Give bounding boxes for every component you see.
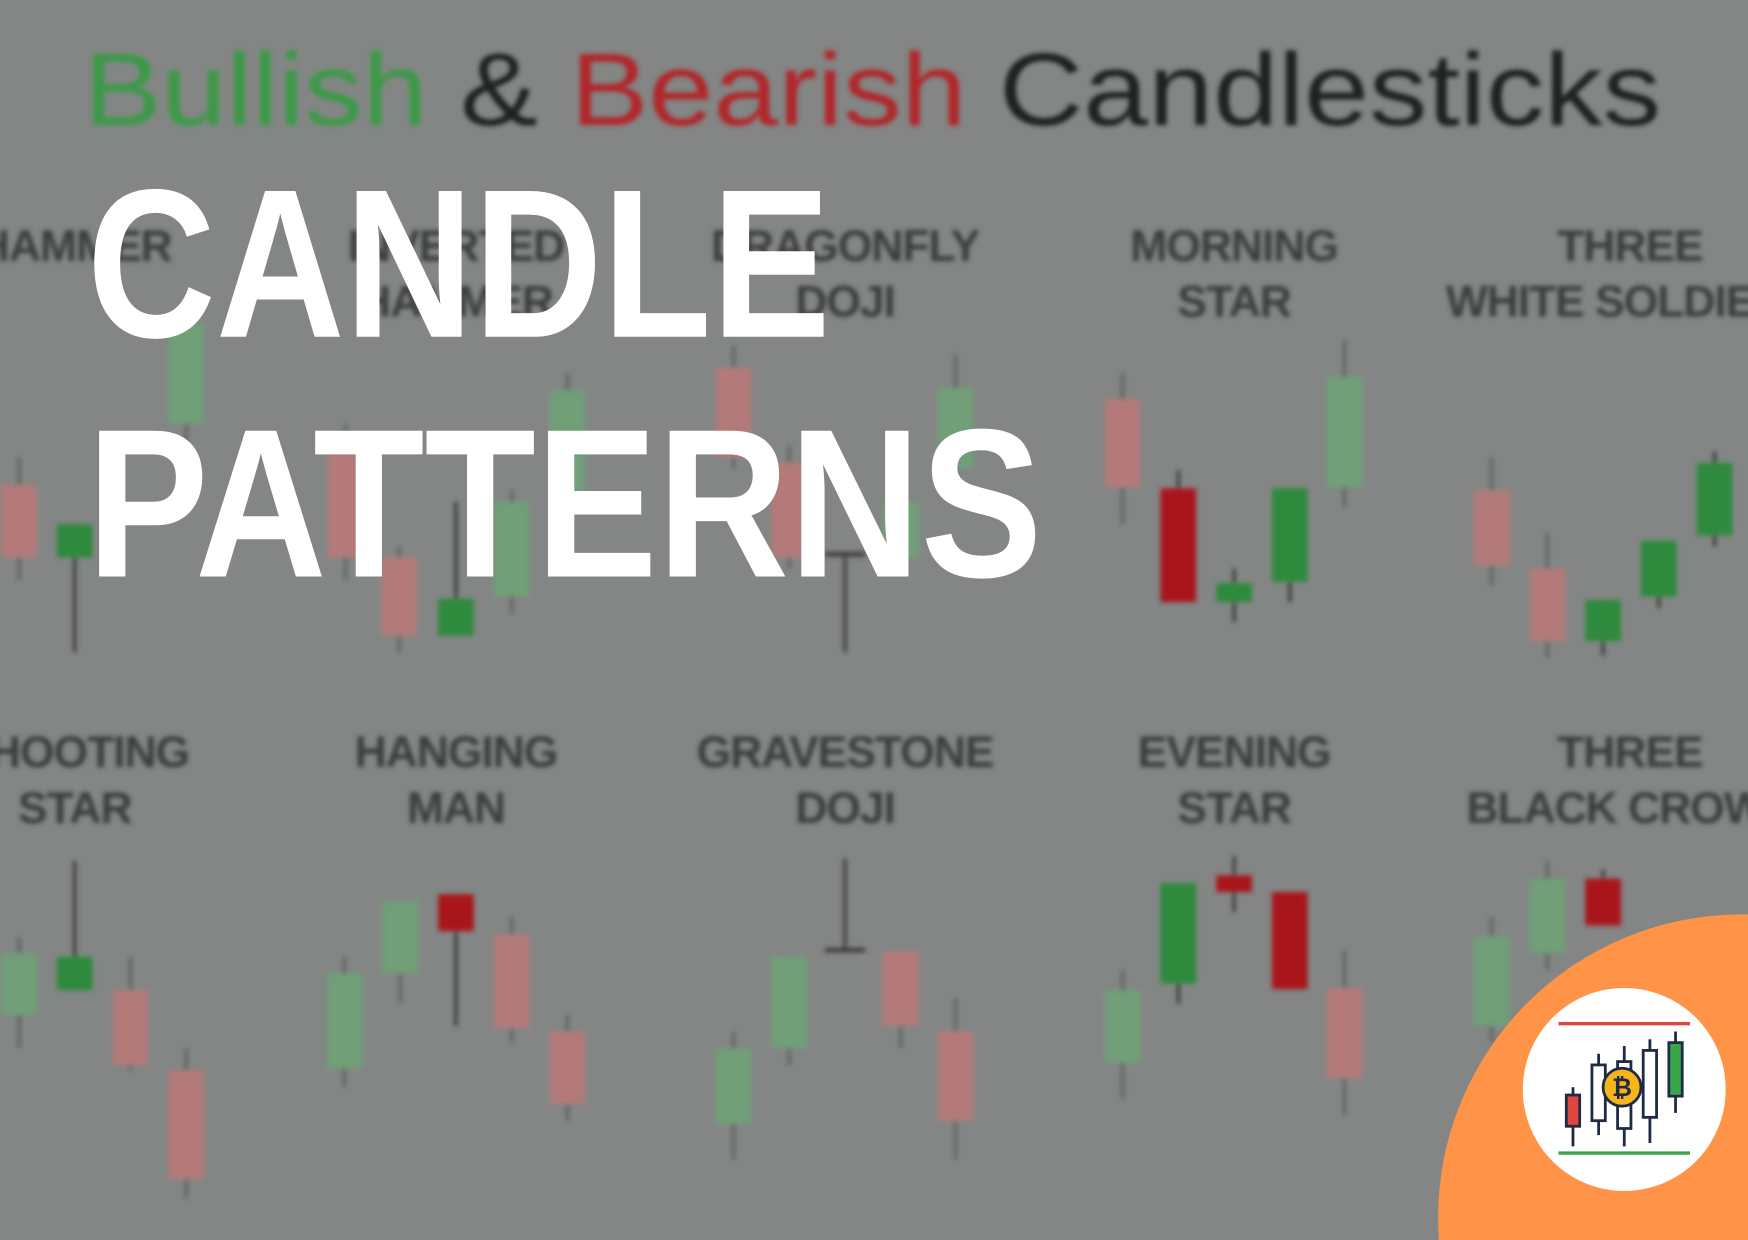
- pattern-label: EVENING: [1138, 728, 1331, 777]
- candle-body: [1, 953, 37, 1015]
- candle-body: [715, 1048, 752, 1125]
- pattern-label: STAR: [1177, 278, 1291, 327]
- header-candlesticks: Candlesticks: [999, 32, 1661, 147]
- candle-body: [326, 973, 363, 1069]
- candle-body: [1640, 540, 1677, 597]
- candle-body: [1696, 462, 1733, 536]
- pattern-label: INVERTED: [348, 222, 564, 271]
- pattern-label: GRAVESTONE: [697, 728, 994, 777]
- candle-body: [493, 501, 530, 597]
- candle-body: [882, 951, 919, 1026]
- candle-body: [1104, 399, 1141, 488]
- candle-body: [168, 1070, 205, 1179]
- pattern-label: DOJI: [795, 784, 895, 833]
- candle-body: [1216, 583, 1252, 603]
- pattern-label: THREE: [1557, 222, 1702, 271]
- overlay-line: PATTERNS: [87, 384, 1042, 621]
- logo-badge: ₿: [1438, 914, 1748, 1240]
- header-title: Bullish & Bearish Candlesticks: [84, 32, 1661, 147]
- candle-body: [1585, 878, 1621, 926]
- pattern-label: BLACK CROWS: [1466, 784, 1748, 833]
- candles: [1, 312, 1733, 1199]
- overlay-line: CANDLE: [87, 145, 831, 382]
- candle-body: [1216, 875, 1252, 893]
- pattern-label: STAR: [18, 784, 132, 833]
- candle-body: [771, 462, 808, 558]
- pattern-label: STAR: [1177, 784, 1291, 833]
- candle-body: [1326, 376, 1363, 488]
- candle-body: [56, 524, 93, 558]
- candle-body: [381, 557, 417, 636]
- candle-body: [715, 367, 752, 458]
- candle-body: [493, 934, 530, 1029]
- pattern-label: SHOOTING: [0, 728, 189, 777]
- candle-body: [438, 598, 474, 636]
- pattern-label: DOJI: [795, 278, 895, 327]
- pattern-label: DRAGONFLY: [711, 222, 981, 271]
- candle-body: [382, 901, 419, 974]
- header-amp: &: [460, 32, 538, 147]
- candle-body: [1473, 490, 1510, 566]
- candle-body: [112, 990, 149, 1065]
- candle-body: [1160, 488, 1197, 603]
- candle-body: [1271, 488, 1308, 583]
- candle-body: [56, 956, 93, 991]
- pattern-label: MAN: [407, 784, 505, 833]
- candle-body: [1473, 936, 1510, 1026]
- logo-bitcoin-symbol: ₿: [1612, 1075, 1632, 1102]
- pattern-label: THREE: [1557, 728, 1702, 777]
- pattern-labels: HAMMER INVERTED HAMMER DRAGONFLY DOJI MORNING…: [0, 222, 1748, 833]
- candle-body: [549, 1031, 586, 1104]
- candle-body: [438, 894, 474, 932]
- candle-body: [549, 390, 586, 500]
- candle-body: [937, 388, 974, 469]
- pattern-label: HANGING: [355, 728, 558, 777]
- header-bullish: Bullish: [84, 32, 428, 147]
- logo-candles: [1564, 1031, 1684, 1147]
- header-bearish: Bearish: [570, 32, 966, 147]
- candle-body: [1, 485, 37, 558]
- candle-body: [771, 956, 808, 1049]
- candle-body: [1529, 568, 1566, 642]
- candle-body: [1529, 878, 1566, 954]
- candle-body: [1271, 892, 1308, 990]
- pattern-label: HAMMER: [359, 278, 554, 327]
- candle-body: [824, 551, 866, 557]
- candle-body: [1104, 990, 1141, 1063]
- candle-body: [937, 1031, 974, 1121]
- pattern-label: WHITE SOLDIERS: [1446, 278, 1748, 327]
- candle-body: [327, 446, 364, 558]
- pattern-label: MORNING: [1130, 222, 1338, 271]
- candle-body: [1326, 987, 1363, 1079]
- candle-body: [1585, 599, 1621, 642]
- pattern-label: HAMMER: [0, 222, 173, 271]
- candle-body: [1160, 883, 1197, 984]
- candle-body: [882, 501, 919, 558]
- candle-body: [824, 947, 866, 953]
- blurred-infographic: Bullish & Bearish Candlesticks HAMMER INV…: [0, 32, 1748, 1199]
- candle-body: [168, 323, 205, 424]
